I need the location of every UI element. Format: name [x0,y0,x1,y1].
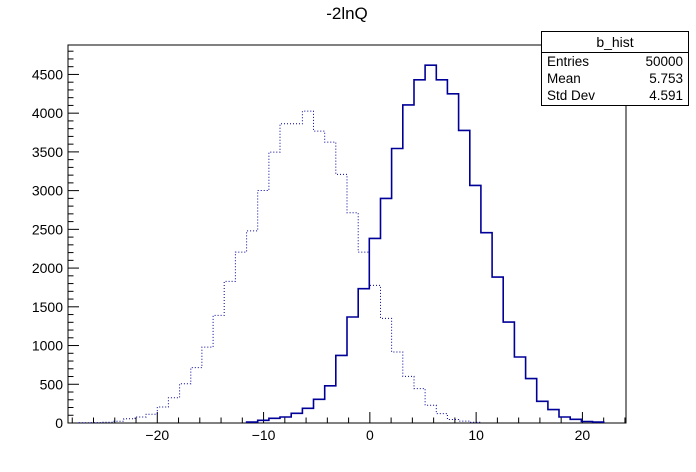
histogram-solid-path [245,64,605,423]
histogram-dotted-path [78,110,482,424]
plot-title: -2lnQ [326,4,368,23]
stats-box-rows: Entries 50000 Mean 5.753 Std Dev 4.591 [542,53,688,105]
x-axis-tick-label: 10 [468,427,484,443]
y-axis-tick-label: 2500 [32,221,63,237]
stats-box-title: b_hist [542,32,688,53]
stats-label: Entries [547,54,590,70]
x-axis-tick-label: −20 [145,427,169,443]
y-axis-tick-label: 3500 [32,144,63,160]
x-axis-tick-label: 20 [575,427,591,443]
plot-frame [67,44,627,424]
stats-label: Std Dev [547,87,596,103]
y-axis-tick-label: 2000 [32,260,63,276]
stats-value: 50000 [645,54,683,70]
y-axis-tick-label: 0 [55,415,63,431]
y-axis-tick-label: 1000 [32,338,63,354]
stats-label: Mean [547,70,581,86]
stats-row-mean: Mean 5.753 [542,71,688,87]
stats-box: b_hist Entries 50000 Mean 5.753 Std Dev … [541,31,689,106]
x-axis-tick-label: −10 [252,427,276,443]
y-axis-tick-label: 4000 [32,105,63,121]
y-axis-tick-label: 500 [40,376,64,392]
x-axis-tick-label: 0 [366,427,374,443]
y-axis-tick-label: 4500 [32,66,63,82]
y-axis-tick-label: 3000 [32,183,63,199]
stats-row-entries: Entries 50000 [542,54,688,70]
y-axis-tick-label: 1500 [32,299,63,315]
stats-value: 4.591 [649,87,683,103]
stats-row-stddev: Std Dev 4.591 [542,88,688,104]
stats-value: 5.753 [649,70,683,86]
